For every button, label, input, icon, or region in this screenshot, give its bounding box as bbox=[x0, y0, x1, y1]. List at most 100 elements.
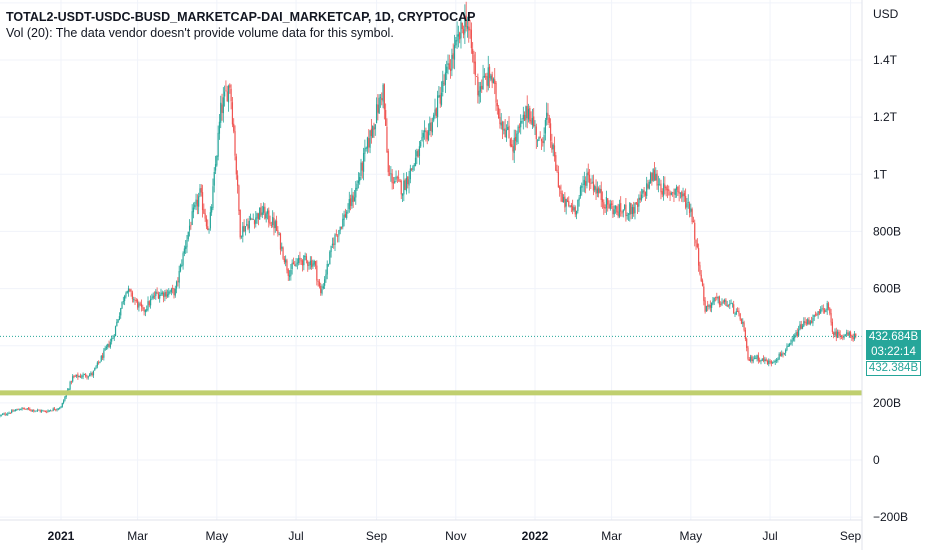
candle bbox=[359, 172, 361, 185]
symbol-title[interactable]: TOTAL2-USDT-USDC-BUSD_MARKETCAP-DAI_MARK… bbox=[6, 10, 476, 24]
candle-body bbox=[778, 353, 780, 360]
candle-body bbox=[381, 98, 383, 100]
candle-body bbox=[483, 75, 485, 78]
candle bbox=[292, 257, 295, 265]
candle-body bbox=[592, 181, 595, 191]
candle-body bbox=[168, 291, 170, 295]
candle-body bbox=[590, 183, 592, 184]
candle bbox=[381, 92, 383, 106]
candle-body bbox=[466, 26, 469, 29]
candle-body bbox=[526, 105, 528, 119]
candle-body bbox=[753, 358, 756, 360]
candle-body bbox=[842, 337, 844, 339]
candle bbox=[211, 204, 213, 216]
y-tick-label: −200B bbox=[873, 510, 908, 524]
candle bbox=[37, 408, 39, 413]
candle bbox=[39, 409, 41, 413]
candle-body bbox=[164, 292, 166, 297]
candle bbox=[683, 190, 685, 202]
candle bbox=[725, 298, 727, 306]
candle-body bbox=[735, 311, 737, 315]
candle bbox=[823, 308, 826, 314]
candle-body bbox=[317, 280, 319, 282]
candle bbox=[829, 307, 831, 316]
candle-body bbox=[177, 280, 179, 282]
candle-body bbox=[356, 183, 358, 190]
candle-body bbox=[712, 300, 714, 304]
candle bbox=[4, 412, 6, 417]
candle bbox=[575, 210, 578, 220]
candle bbox=[643, 187, 645, 198]
candle bbox=[57, 408, 60, 411]
candle bbox=[388, 165, 391, 177]
candle bbox=[179, 263, 182, 273]
candle bbox=[466, 16, 469, 38]
candle-body bbox=[805, 322, 808, 324]
candle bbox=[330, 245, 332, 258]
candle bbox=[440, 81, 443, 107]
candle-body bbox=[804, 321, 806, 323]
candle bbox=[734, 312, 736, 317]
candle-body bbox=[53, 408, 56, 410]
candle bbox=[146, 305, 148, 313]
candle bbox=[175, 280, 178, 294]
candle bbox=[743, 320, 745, 332]
candle-body bbox=[264, 206, 266, 220]
candle bbox=[809, 319, 811, 326]
candle bbox=[655, 167, 657, 181]
candle-body bbox=[781, 353, 783, 356]
candle bbox=[316, 260, 318, 286]
candle-body bbox=[627, 213, 630, 215]
candle bbox=[44, 410, 47, 413]
candle-body bbox=[635, 202, 637, 204]
y-tick-label: 0 bbox=[873, 453, 880, 467]
candle bbox=[153, 291, 156, 300]
candle bbox=[16, 408, 18, 411]
candle-body bbox=[568, 201, 570, 206]
candle bbox=[437, 90, 439, 128]
candle-body bbox=[333, 243, 335, 245]
candle-body bbox=[495, 82, 497, 103]
candle-body bbox=[612, 205, 614, 215]
candle-body bbox=[166, 294, 169, 297]
candle-body bbox=[321, 289, 323, 294]
candle bbox=[7, 412, 9, 416]
candle-body bbox=[114, 326, 117, 337]
candle bbox=[525, 105, 527, 128]
candle-body bbox=[403, 180, 405, 195]
candle-body bbox=[643, 190, 645, 192]
candle-body bbox=[303, 255, 305, 266]
candle bbox=[321, 284, 323, 296]
candle-body bbox=[765, 359, 767, 362]
candle-body bbox=[548, 117, 550, 123]
candle bbox=[752, 356, 754, 364]
candle bbox=[640, 188, 643, 202]
candle-body bbox=[246, 224, 248, 226]
candle-body bbox=[520, 121, 522, 128]
candle bbox=[787, 343, 789, 347]
candle bbox=[848, 330, 850, 338]
candle-body bbox=[112, 337, 114, 339]
candle bbox=[562, 194, 565, 203]
candle-body bbox=[156, 292, 158, 294]
candle-body bbox=[56, 409, 58, 410]
candle-body bbox=[383, 84, 385, 110]
candle bbox=[549, 118, 552, 148]
candle bbox=[574, 205, 576, 218]
candle bbox=[482, 64, 484, 90]
candle bbox=[800, 320, 802, 330]
chart-legend: TOTAL2-USDT-USDC-BUSD_MARKETCAP-DAI_MARK… bbox=[6, 9, 475, 41]
candle bbox=[749, 354, 752, 363]
candle bbox=[492, 77, 495, 84]
candle-body bbox=[638, 197, 640, 207]
candle-body bbox=[42, 410, 44, 412]
candle-body bbox=[826, 303, 828, 311]
candle bbox=[808, 316, 810, 325]
candle-body bbox=[464, 15, 466, 34]
candle bbox=[150, 295, 152, 309]
candle-body bbox=[165, 291, 167, 297]
candle bbox=[274, 219, 276, 233]
candle bbox=[314, 260, 317, 270]
